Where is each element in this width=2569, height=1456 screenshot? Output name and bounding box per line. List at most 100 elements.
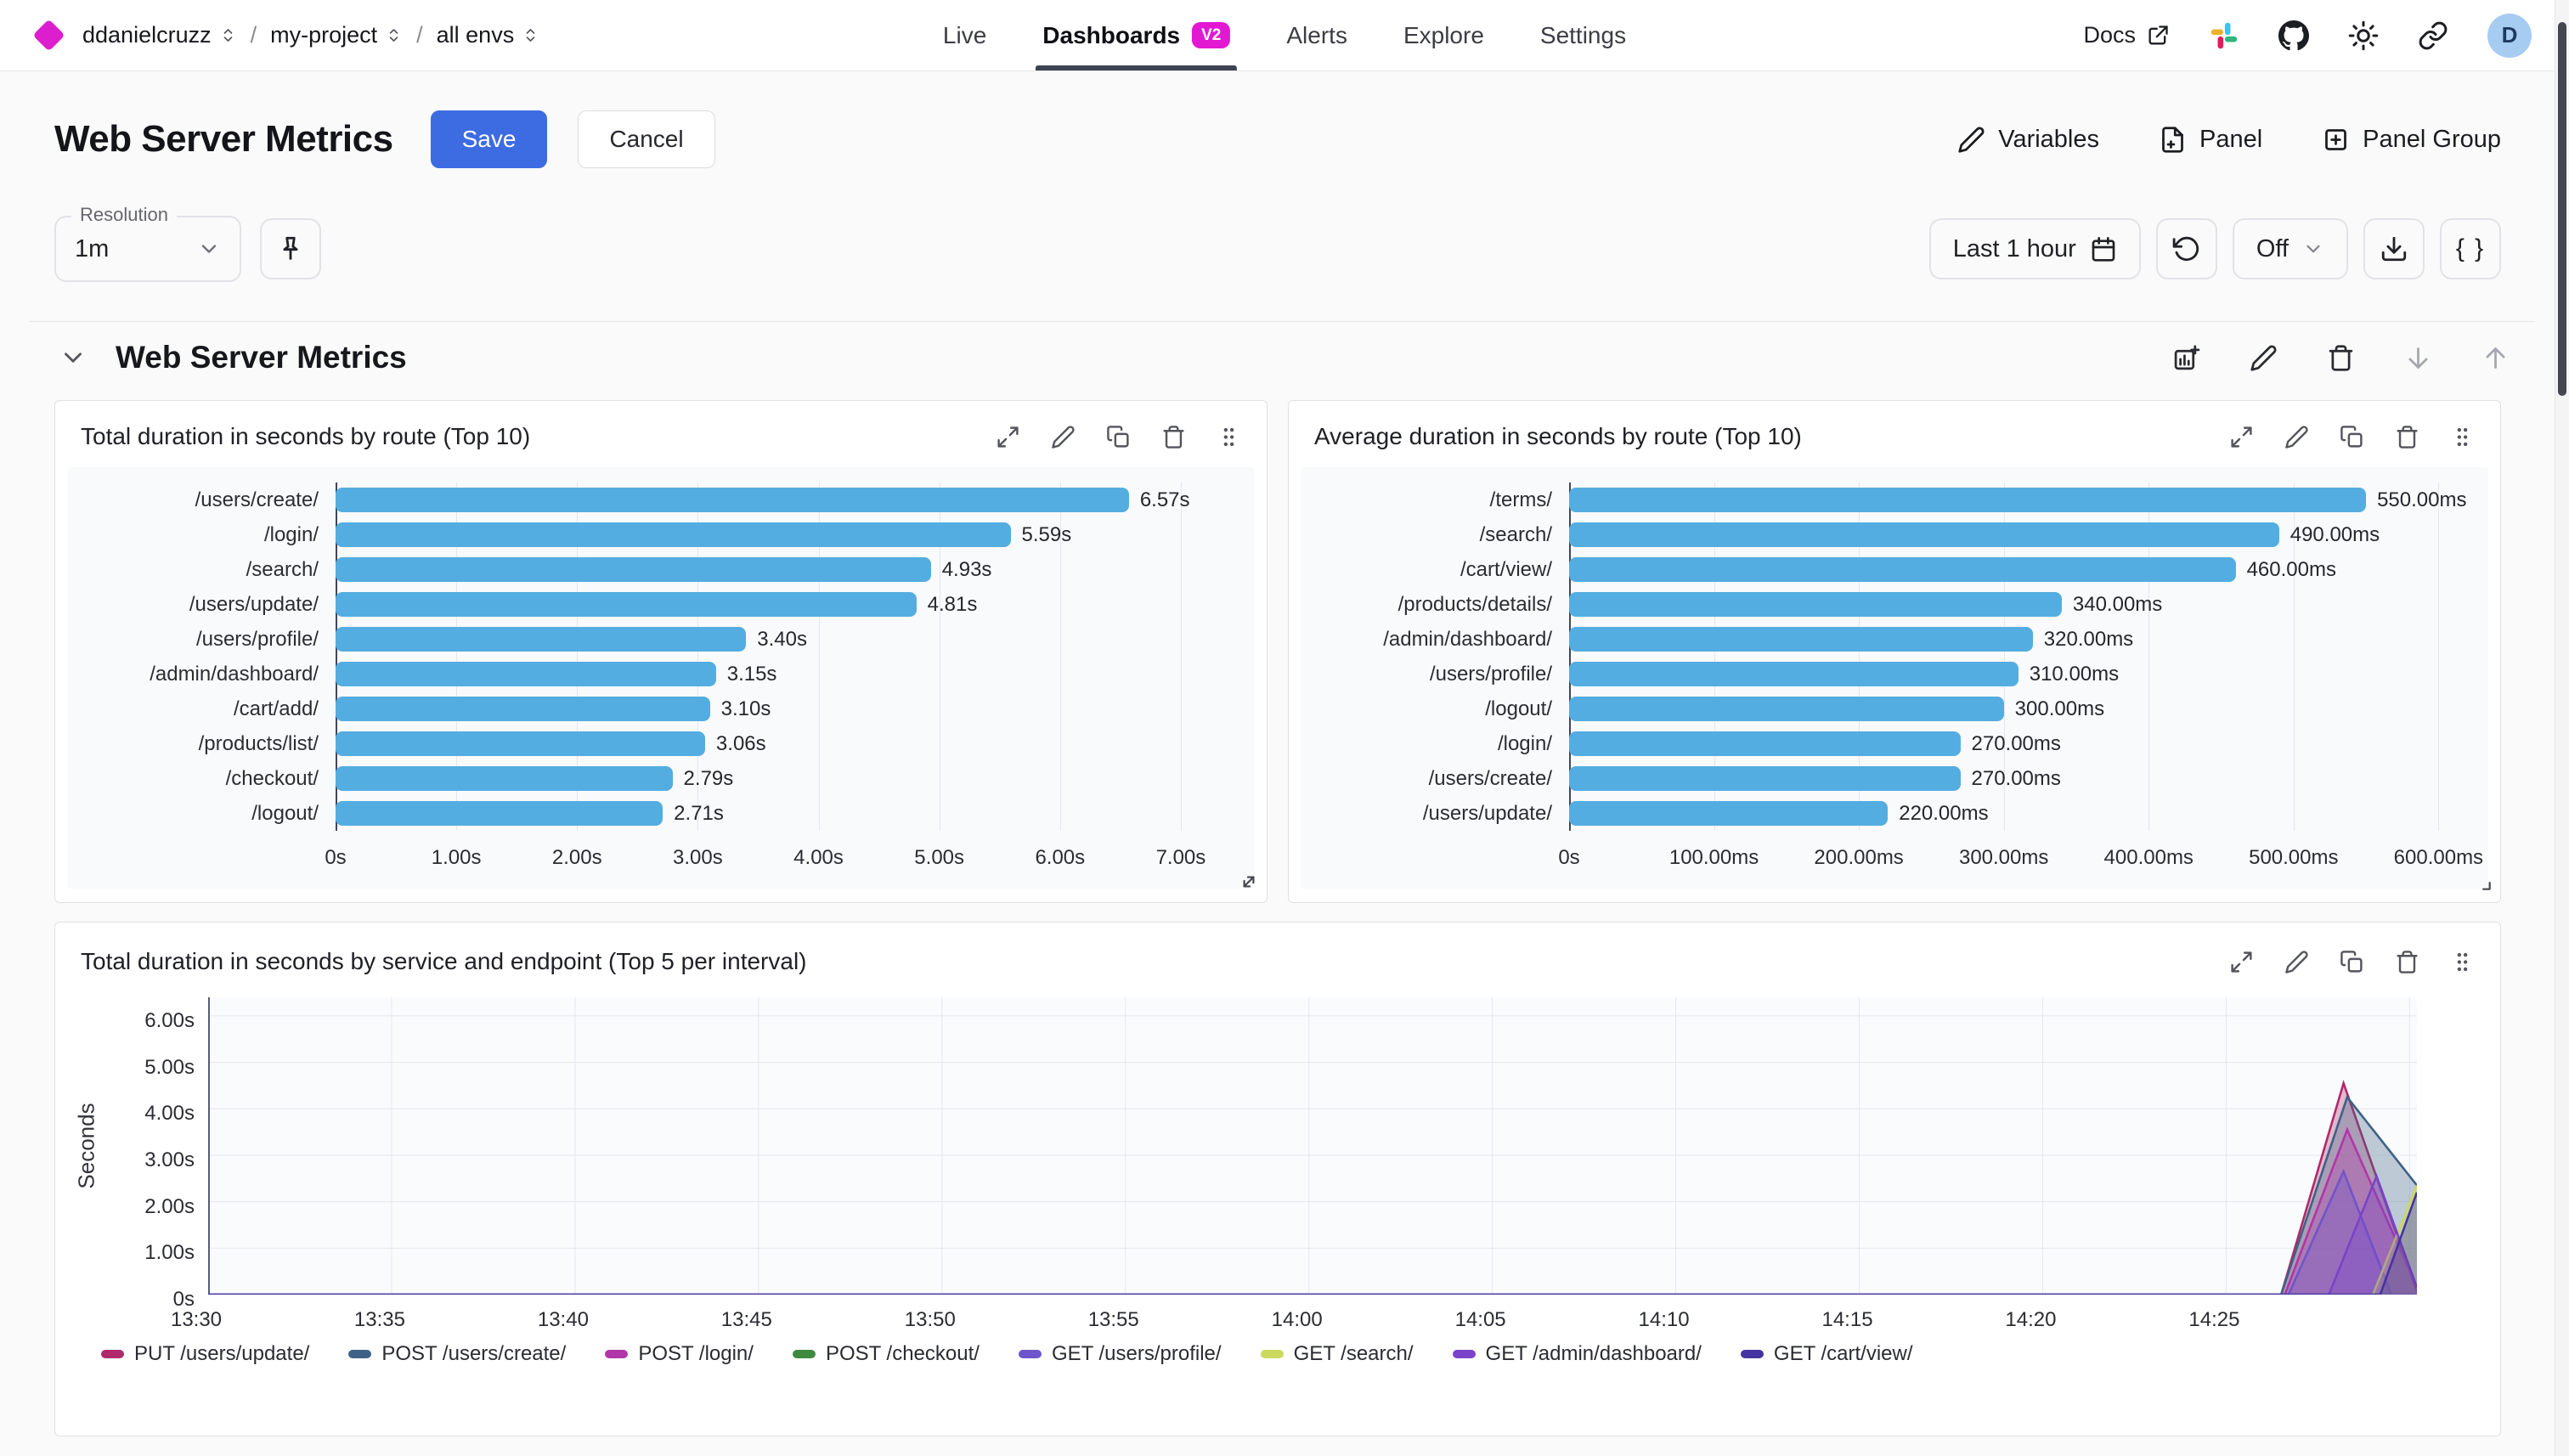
- legend-swatch: [605, 1350, 629, 1358]
- trash-icon[interactable]: [1161, 425, 1186, 449]
- arrow-up-icon[interactable]: [2481, 344, 2510, 372]
- breadcrumb-item-all-envs[interactable]: all envs: [437, 22, 540, 48]
- cancel-button[interactable]: Cancel: [578, 110, 715, 168]
- expand-icon[interactable]: [996, 425, 1020, 449]
- bar-row: /login/5.59s: [81, 517, 1241, 552]
- expand-icon[interactable]: [2229, 425, 2254, 449]
- time-range-button[interactable]: Last 1 hour: [1928, 218, 2141, 279]
- legend-swatch: [792, 1350, 816, 1358]
- bar[interactable]: [1569, 766, 1961, 791]
- bar[interactable]: [336, 522, 1011, 547]
- app-logo-diamond-icon[interactable]: [32, 19, 65, 52]
- resize-corner[interactable]: [2471, 871, 2493, 897]
- pencil-icon[interactable]: [1051, 425, 1076, 449]
- plot-area[interactable]: [208, 997, 2419, 1296]
- bar-row: /search/490.00ms: [1314, 517, 2475, 552]
- scrollbar-thumb[interactable]: [2558, 22, 2566, 396]
- autorefresh-dropdown[interactable]: Off: [2232, 218, 2348, 279]
- gridline: [1714, 483, 1715, 831]
- save-button[interactable]: Save: [430, 110, 548, 168]
- legend-item[interactable]: GET /users/profile/: [1018, 1342, 1222, 1366]
- drag-handle-icon[interactable]: [1217, 425, 1241, 449]
- legend-item[interactable]: PUT /users/update/: [101, 1342, 309, 1366]
- up-down-chevrons-icon: [223, 29, 232, 42]
- bar-value-label: 4.93s: [941, 557, 992, 581]
- bar[interactable]: [336, 766, 673, 791]
- legend-item[interactable]: GET /admin/dashboard/: [1452, 1342, 1702, 1366]
- legend-item[interactable]: GET /search/: [1260, 1342, 1414, 1366]
- bar[interactable]: [1569, 697, 2004, 721]
- copy-icon[interactable]: [2340, 425, 2364, 449]
- series-area: [208, 1192, 2417, 1295]
- square-plus-icon: [2325, 128, 2347, 150]
- pencil-icon[interactable]: [2250, 344, 2278, 372]
- breadcrumb-item-my-project[interactable]: my-project: [270, 22, 403, 48]
- gridline: [2003, 483, 2005, 831]
- user-avatar[interactable]: D: [2487, 13, 2532, 58]
- bar[interactable]: [336, 662, 716, 686]
- copy-icon[interactable]: [1106, 425, 1131, 449]
- bar[interactable]: [336, 627, 747, 652]
- breadcrumb-item-ddanielcruzz[interactable]: ddanielcruzz: [82, 22, 237, 48]
- github-icon[interactable]: [2278, 20, 2309, 51]
- bar-track: 2.71s: [336, 796, 1241, 831]
- refresh-button[interactable]: [2155, 218, 2217, 279]
- tab-live[interactable]: Live: [943, 0, 986, 71]
- bar[interactable]: [1569, 557, 2236, 582]
- legend-item[interactable]: POST /login/: [605, 1342, 754, 1366]
- bar-category-label: /admin/dashboard/: [150, 662, 319, 686]
- bar[interactable]: [336, 801, 663, 826]
- legend-item[interactable]: GET /cart/view/: [1740, 1342, 1913, 1366]
- add-panel-button[interactable]: Panel: [2159, 126, 2262, 154]
- collapse-section-button[interactable]: [54, 339, 92, 376]
- bar[interactable]: [336, 592, 917, 617]
- tab-dashboards[interactable]: Dashboards V2: [1036, 0, 1238, 71]
- bar-track: 3.40s: [336, 622, 1241, 657]
- json-view-button[interactable]: { }: [2440, 218, 2501, 279]
- tab-settings[interactable]: Settings: [1540, 0, 1626, 71]
- bar[interactable]: [336, 697, 710, 721]
- sun-icon[interactable]: [2348, 20, 2379, 51]
- bar[interactable]: [336, 557, 931, 582]
- pin-button[interactable]: [260, 218, 321, 279]
- copy-icon[interactable]: [2340, 950, 2364, 974]
- pencil-icon[interactable]: [2284, 425, 2309, 449]
- variables-button[interactable]: Variables: [1957, 126, 2099, 154]
- pencil-icon[interactable]: [2284, 950, 2309, 974]
- download-button[interactable]: [2363, 218, 2425, 279]
- drag-handle-icon[interactable]: [2450, 950, 2475, 974]
- slack-icon[interactable]: [2209, 20, 2239, 51]
- arrow-down-icon[interactable]: [2404, 344, 2432, 372]
- resolution-select[interactable]: Resolution 1m: [54, 204, 241, 282]
- docs-link[interactable]: Docs: [2083, 22, 2170, 48]
- expand-icon[interactable]: [2229, 950, 2254, 974]
- trash-icon[interactable]: [2327, 344, 2355, 372]
- vertical-scrollbar[interactable]: [2555, 0, 2569, 1456]
- tab-alerts[interactable]: Alerts: [1286, 0, 1347, 71]
- panel-total-duration-by-route: Total duration in seconds by route (Top …: [54, 400, 1268, 903]
- bar[interactable]: [1569, 488, 2367, 512]
- legend-item[interactable]: POST /users/create/: [348, 1342, 566, 1366]
- trash-icon[interactable]: [2395, 950, 2419, 974]
- drag-handle-icon[interactable]: [2450, 425, 2475, 449]
- bar[interactable]: [336, 488, 1129, 512]
- add-chart-icon[interactable]: [2172, 344, 2200, 372]
- gridline: [1180, 483, 1182, 831]
- bar[interactable]: [1569, 731, 1961, 756]
- bar[interactable]: [1569, 662, 2019, 686]
- bar[interactable]: [1569, 522, 2279, 547]
- bar[interactable]: [336, 731, 705, 756]
- tab-explore[interactable]: Explore: [1403, 0, 1484, 71]
- trash-icon[interactable]: [2395, 425, 2419, 449]
- bar[interactable]: [1569, 801, 1889, 826]
- add-panel-group-button[interactable]: Panel Group: [2322, 126, 2501, 154]
- legend-item[interactable]: POST /checkout/: [792, 1342, 980, 1366]
- link-icon[interactable]: [2418, 20, 2448, 51]
- top-nav: ddanielcruzz / my-project / all envs Live Das…: [0, 0, 2569, 71]
- bar[interactable]: [1569, 592, 2062, 617]
- bar-plot: /terms/550.00ms/search/490.00ms/cart/vie…: [1314, 483, 2475, 831]
- docs-label: Docs: [2083, 22, 2136, 48]
- legend-swatch: [1018, 1350, 1042, 1358]
- resize-handle[interactable]: [1238, 871, 1260, 897]
- bar[interactable]: [1569, 627, 2033, 652]
